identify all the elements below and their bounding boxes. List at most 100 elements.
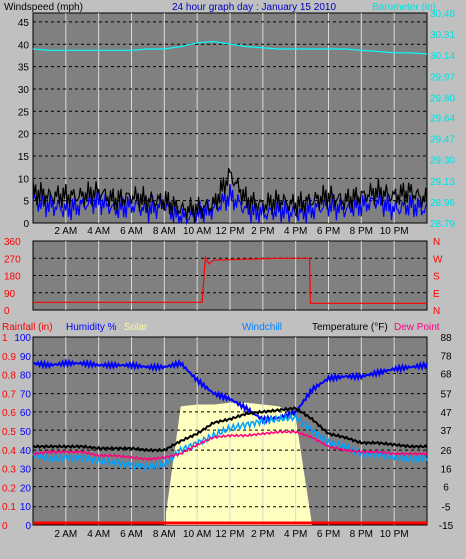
rainfall-tick-label: 0.3	[2, 465, 16, 476]
direction-compass-tick-label: E	[433, 289, 440, 300]
barometer-tick-label: 30.48	[430, 9, 455, 20]
direction-degree-tick-label: 0	[4, 306, 10, 317]
barometer-tick-label: 29.80	[430, 93, 455, 104]
rainfall-tick-label: 0.4	[2, 446, 16, 457]
rainfall-tick-label: 1	[2, 333, 8, 344]
windspeed-tick-label: 35	[18, 63, 30, 74]
barometer-axis-label: Barometer (in)	[372, 2, 436, 13]
rainfall-tick-label: 0.5	[2, 427, 16, 438]
top-x-tick-label: 10 PM	[380, 226, 409, 237]
humidity-tick-label: 80	[20, 371, 32, 382]
temperature-tick-label: 57	[440, 390, 452, 401]
windspeed-tick-label: 15	[18, 152, 30, 163]
series-gust-line	[32, 167, 428, 224]
direction-compass-tick-label: W	[433, 254, 443, 265]
series-dew-point-line	[32, 429, 428, 461]
top-x-tick-label: 2 PM	[251, 226, 274, 237]
humidity-tick-label: 100	[14, 333, 31, 344]
legend-humidity: Humidity %	[66, 322, 117, 333]
top-x-tick-label: 4 AM	[87, 226, 110, 237]
top-x-tick-label: 2 AM	[54, 226, 77, 237]
humidity-tick-label: 20	[20, 483, 32, 494]
bot-x-tick-label: 10 PM	[380, 529, 409, 540]
rainfall-tick-label: 0.1	[2, 502, 16, 513]
barometer-tick-label: 29.97	[430, 72, 455, 83]
top-x-tick-label: 12 PM	[216, 226, 245, 237]
bot-x-tick-label: 12 PM	[216, 529, 245, 540]
direction-degree-tick-label: 180	[4, 272, 21, 283]
direction-compass-tick-label: N	[433, 237, 440, 248]
barometer-tick-label: 28.96	[430, 198, 455, 209]
windspeed-axis-label: Windspeed (mph)	[4, 2, 83, 13]
bot-x-tick-label: 2 PM	[251, 529, 274, 540]
temperature-tick-label: 68	[440, 370, 452, 381]
barometer-tick-label: 29.30	[430, 156, 455, 167]
legend-rainfall: Rainfall (in)	[2, 322, 53, 333]
humidity-tick-label: 30	[20, 465, 32, 476]
top-x-tick-label: 10 AM	[183, 226, 211, 237]
windspeed-tick-label: 0	[23, 219, 29, 230]
top-x-tick-label: 6 PM	[317, 226, 340, 237]
chart-title: 24 hour graph day : January 15 2010	[172, 2, 336, 13]
humidity-tick-label: 40	[20, 446, 32, 457]
humidity-tick-label: 10	[20, 502, 32, 513]
series-solar-area	[166, 402, 313, 525]
bot-x-tick-label: 8 AM	[153, 529, 176, 540]
top-x-tick-label: 8 PM	[350, 226, 373, 237]
series-humidity-line	[32, 358, 428, 425]
windspeed-tick-label: 20	[18, 130, 30, 141]
bot-x-tick-label: 4 PM	[284, 529, 307, 540]
top-x-tick-label: 6 AM	[120, 226, 143, 237]
windspeed-tick-label: 40	[18, 40, 30, 51]
bot-x-tick-label: 6 AM	[120, 529, 143, 540]
legend-windchill: Windchill	[242, 322, 282, 333]
rainfall-tick-label: 0.7	[2, 389, 16, 400]
bot-x-tick-label: 4 AM	[87, 529, 110, 540]
series-wind-direction-line	[33, 255, 427, 304]
rainfall-tick-label: 0.2	[2, 483, 16, 494]
temperature-tick-label: 16	[440, 464, 452, 475]
direction-degree-tick-label: 360	[4, 237, 21, 248]
bot-x-tick-label: 6 PM	[317, 529, 340, 540]
barometer-tick-label: 30.14	[430, 51, 455, 62]
top-x-tick-label: 8 AM	[153, 226, 176, 237]
temperature-tick-label: 37	[440, 426, 452, 437]
rainfall-tick-label: 0.9	[2, 352, 16, 363]
bot-x-tick-label: 8 PM	[350, 529, 373, 540]
direction-degree-tick-label: 90	[4, 289, 16, 300]
legend-solar: Solar	[124, 322, 148, 333]
direction-compass-tick-label: S	[433, 272, 440, 283]
barometer-tick-label: 30.31	[430, 30, 455, 41]
rainfall-tick-label: 0.6	[2, 408, 16, 419]
series-barometer-line	[32, 40, 428, 55]
windspeed-tick-label: 30	[18, 85, 30, 96]
temperature-tick-label: 88	[440, 333, 452, 344]
direction-compass-tick-label: N	[433, 306, 440, 317]
barometer-tick-label: 28.79	[430, 219, 455, 230]
windspeed-tick-label: 45	[18, 18, 30, 29]
direction-degree-tick-label: 270	[4, 254, 21, 265]
humidity-tick-label: 60	[20, 408, 32, 419]
legend-temperature: Temperature (°F)	[312, 322, 388, 333]
temperature-tick-label: -5	[442, 503, 451, 514]
rainfall-tick-label: 0	[2, 521, 8, 532]
windspeed-tick-label: 10	[18, 174, 30, 185]
windspeed-tick-label: 25	[18, 107, 30, 118]
barometer-tick-label: 29.47	[430, 135, 455, 146]
top-x-tick-label: 4 PM	[284, 226, 307, 237]
bot-x-tick-label: 2 AM	[54, 529, 77, 540]
series-windspeed-line	[32, 184, 428, 226]
humidity-tick-label: 70	[20, 389, 32, 400]
temperature-tick-label: 6	[443, 483, 449, 494]
windspeed-tick-label: 5	[23, 197, 29, 208]
temperature-tick-label: -15	[439, 521, 454, 532]
series-temperature-line	[32, 406, 428, 453]
barometer-tick-label: 29.64	[430, 113, 455, 124]
humidity-tick-label: 50	[20, 427, 32, 438]
humidity-tick-label: 0	[25, 521, 31, 532]
bot-x-tick-label: 10 AM	[183, 529, 211, 540]
barometer-tick-label: 29.13	[430, 177, 455, 188]
legend-dewpoint: Dew Point	[394, 322, 440, 333]
